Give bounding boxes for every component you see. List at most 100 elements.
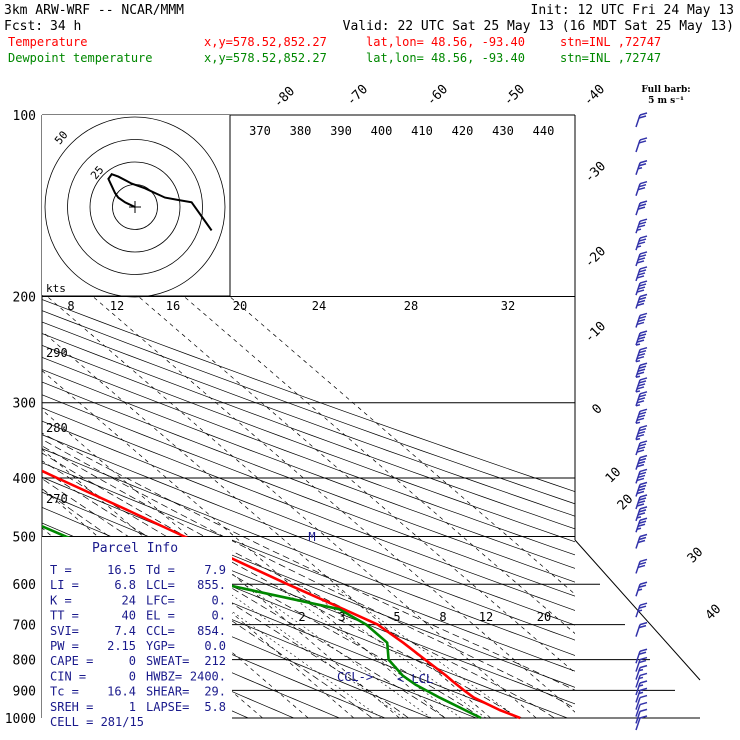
theta-top-label: 380 <box>290 124 312 138</box>
wind-barb <box>635 468 648 484</box>
parcel-row-value: 40 <box>122 609 136 623</box>
parcel-row-value: 5.8 <box>204 700 226 714</box>
theta-top-label: 370 <box>249 124 271 138</box>
pressure-tick-label: 400 <box>13 472 36 487</box>
m-annotation: M <box>308 530 315 544</box>
parcel-row-key: TT = <box>50 609 79 623</box>
wind-barb <box>635 715 648 731</box>
dry-adiabat <box>42 448 575 656</box>
pressure-tick-label: 700 <box>13 619 36 634</box>
lcl-annotation: <-LCL <box>397 672 433 686</box>
parcel-row-key: LCL= <box>146 578 175 592</box>
parcel-row-value: 16.4 <box>107 685 136 699</box>
wind-barb <box>635 112 648 128</box>
legend-temperature-latlon: lat,lon= 48.56, -93.40 <box>366 35 525 49</box>
pressure-tick-label: 500 <box>13 530 36 545</box>
parcel-row-key: Td = <box>146 563 175 577</box>
thetae-label: 28 <box>404 299 418 313</box>
wind-barb <box>635 280 648 296</box>
wind-barb <box>635 558 648 574</box>
theta-top-label: 390 <box>330 124 352 138</box>
parcel-row-key: T = <box>50 563 72 577</box>
wind-barb <box>635 293 648 309</box>
wind-barb <box>635 218 648 234</box>
theta-top-label: 420 <box>452 124 474 138</box>
wind-barb <box>635 251 648 267</box>
dry-adiabat <box>42 344 575 543</box>
mixing-ratio-label: 20 <box>537 610 551 624</box>
parcel-row-key: CCL= <box>146 624 175 638</box>
dry-adiabat <box>42 299 575 492</box>
wind-barb <box>635 454 648 470</box>
mixing-ratio-label: 3 <box>338 610 345 624</box>
dry-adiabat <box>42 572 386 719</box>
parcel-row-value: 6.8 <box>114 578 136 592</box>
wind-barb <box>635 680 648 696</box>
forecast-hours: 34 h <box>50 19 81 34</box>
parcel-row-key: EL = <box>146 609 175 623</box>
wind-barb <box>635 687 648 703</box>
thetae-label: 32 <box>501 299 515 313</box>
parcel-row-key: SREH = <box>50 700 93 714</box>
pressure-tick-label: 800 <box>13 654 36 669</box>
wind-barb <box>635 602 648 618</box>
parcel-row-value: 29. <box>204 685 226 699</box>
wind-barb <box>635 533 648 549</box>
isotherm-line <box>42 330 491 719</box>
isotherm-line <box>42 252 575 713</box>
wind-barb <box>635 180 648 196</box>
parcel-row-value: 16.5 <box>107 563 136 577</box>
parcel-row-value: 1 <box>129 700 136 714</box>
hodograph-background <box>42 115 230 295</box>
wind-barb <box>635 664 648 680</box>
wind-barb <box>635 408 648 425</box>
parcel-row-value: 212 <box>204 654 226 668</box>
thetae-label: 24 <box>312 299 326 313</box>
wind-barb <box>635 656 648 672</box>
mixing-ratio-label: 12 <box>479 610 493 624</box>
dry-adiabat <box>42 310 575 505</box>
pressure-tick-label: 900 <box>13 684 36 699</box>
parcel-row-value: 0. <box>212 593 226 607</box>
parcel-row-key: LAPSE= <box>146 700 189 714</box>
parcel-row-value: 7.4 <box>114 624 136 638</box>
theta-top-label: 410 <box>411 124 433 138</box>
legend-temperature-coords: x,y=578.52,852.27 <box>204 35 327 49</box>
forecast-label: Fcst: <box>4 19 43 34</box>
wind-barb <box>635 701 648 717</box>
right-axis-skew <box>574 539 701 681</box>
legend-temperature-station: stn=INL ,72747 <box>560 35 661 49</box>
ccl-annotation: CCL-> <box>337 670 373 684</box>
parcel-row-key: LI = <box>50 578 79 592</box>
parcel-row-key: CIN = <box>50 669 86 683</box>
wind-barb <box>635 621 648 637</box>
model-title: 3km ARW-WRF -- NCAR/MMM <box>4 3 184 18</box>
wind-barb <box>635 424 648 441</box>
dry-adiabat <box>42 462 575 672</box>
dry-adiabat <box>42 589 340 719</box>
parcel-cell-motion: CELL = 281/15 <box>50 715 144 729</box>
wind-barb <box>635 391 648 407</box>
barb-note-line1: Full barb: <box>641 85 690 95</box>
dry-adiabat <box>42 333 575 530</box>
parcel-row-value: 0. <box>212 609 226 623</box>
parcel-row-value: 0.0 <box>204 639 226 653</box>
parcel-row-key: Tc = <box>50 685 79 699</box>
mixing-ratio-line <box>330 583 519 719</box>
parcel-info-title: Parcel Info <box>92 541 178 556</box>
wind-barb <box>635 581 648 597</box>
wind-barb <box>635 494 648 510</box>
parcel-row-key: PW = <box>50 639 79 653</box>
parcel-row-key: SHEAR= <box>146 685 189 699</box>
wind-barb <box>635 362 648 378</box>
theta-top-label: 400 <box>371 124 393 138</box>
thetae-label: 16 <box>166 299 180 313</box>
wind-barb <box>635 312 648 328</box>
parcel-row-value: 24 <box>122 593 136 607</box>
mixing-ratio-label: 2 <box>298 610 305 624</box>
parcel-row-key: CAPE = <box>50 654 93 668</box>
isotherm-line <box>42 291 537 719</box>
init-time: Init: 12 UTC Fri 24 May 13 <box>531 3 735 18</box>
parcel-row-value: 2400. <box>190 669 226 683</box>
